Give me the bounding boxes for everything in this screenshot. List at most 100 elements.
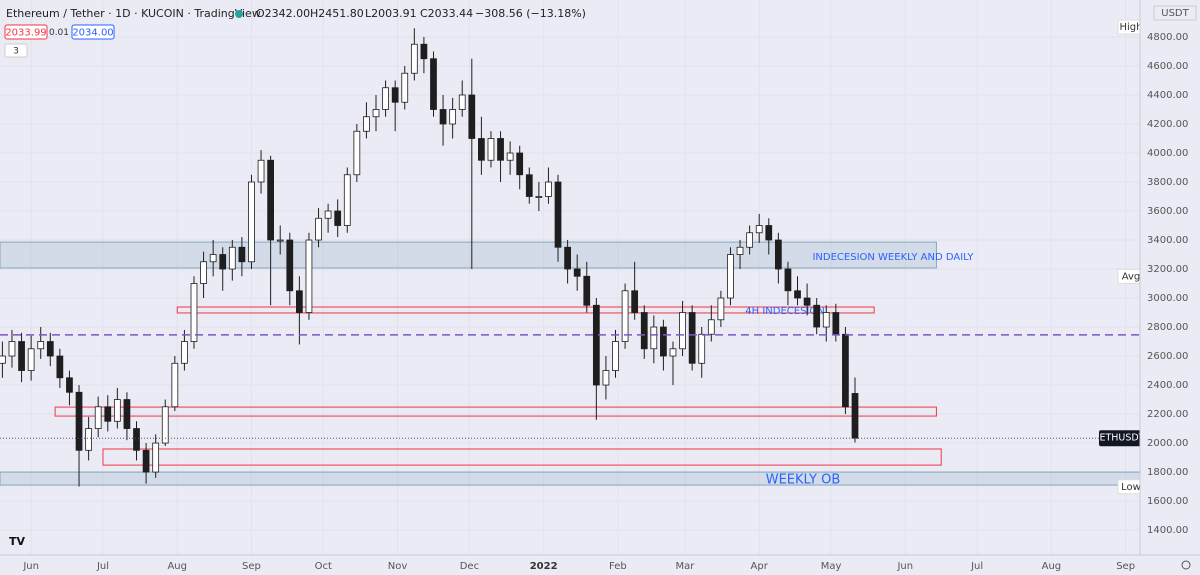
- candle-body: [343, 174, 351, 226]
- last-price-tag: ETHUSDT: [1099, 433, 1144, 444]
- candle-body: [506, 152, 514, 161]
- zone-label: WEEKLY OB: [766, 473, 841, 488]
- zone: [176, 306, 875, 314]
- plot-background: [0, 0, 1140, 555]
- candle-body: [842, 333, 849, 408]
- x-tick-label: Jul: [96, 561, 109, 572]
- candle-body: [669, 348, 677, 357]
- y-tick-label: 4000.00: [1147, 148, 1188, 159]
- bid-box[interactable]: [4, 24, 48, 40]
- y-tick-label: 3200.00: [1147, 264, 1188, 275]
- candle-body: [621, 290, 629, 342]
- candle-body: [631, 290, 639, 313]
- candle-body: [717, 297, 725, 321]
- x-tick-label: Feb: [609, 561, 627, 572]
- y-tick-label: 2000.00: [1147, 438, 1188, 449]
- candle-body: [46, 341, 54, 357]
- price-axis: [1140, 0, 1200, 575]
- candle-body: [813, 304, 821, 328]
- candle-body: [822, 312, 830, 328]
- candle-body: [286, 239, 294, 292]
- candle-body: [487, 138, 495, 161]
- candle-body: [382, 87, 389, 110]
- candle-body: [468, 94, 476, 139]
- candle-body: [276, 239, 284, 242]
- indicator-toggle[interactable]: [4, 43, 28, 58]
- candle-body: [736, 246, 744, 255]
- y-tick-label: 3600.00: [1147, 206, 1188, 217]
- candle-body: [94, 406, 102, 429]
- x-tick-label: Nov: [388, 561, 408, 572]
- y-tick-label: 4600.00: [1147, 61, 1188, 72]
- candle-body: [430, 58, 437, 110]
- candle-body: [267, 159, 274, 241]
- candle-body: [324, 210, 332, 219]
- candle-body: [200, 261, 207, 284]
- ohlc-change: −308.56 (−13.18%): [475, 7, 586, 20]
- x-tick-label: Aug: [1042, 561, 1062, 572]
- candle-body: [8, 341, 16, 357]
- candle-body: [142, 449, 150, 473]
- level-tag: Low: [1121, 482, 1141, 493]
- candle-body: [334, 210, 342, 226]
- candle-body: [315, 217, 322, 241]
- currency: USDT: [1161, 8, 1189, 19]
- candle-body: [612, 341, 619, 371]
- candle-body: [794, 290, 801, 299]
- candle-body: [564, 246, 571, 270]
- candle-body: [391, 87, 399, 103]
- candle-body: [27, 348, 35, 371]
- candle-body: [401, 72, 409, 103]
- candle-body: [554, 181, 562, 248]
- y-tick-label: 2200.00: [1147, 409, 1188, 420]
- candle-body: [353, 130, 361, 176]
- candle-body: [0, 355, 6, 364]
- candle-body: [583, 275, 591, 306]
- x-tick-label: Oct: [315, 561, 332, 572]
- y-tick-label: 3400.00: [1147, 235, 1188, 246]
- candle-body: [123, 399, 131, 429]
- candle-body: [257, 159, 265, 183]
- y-tick-label: 2600.00: [1147, 351, 1188, 362]
- bid-price: 2033.99: [5, 28, 46, 39]
- candle-body: [497, 138, 504, 161]
- x-tick-label: Jun: [896, 561, 913, 572]
- y-tick-label: 3000.00: [1147, 293, 1188, 304]
- y-tick-label: 2400.00: [1147, 380, 1188, 391]
- x-tick-label: Aug: [167, 561, 187, 572]
- candle-body: [18, 341, 25, 371]
- x-tick-label: Jul: [970, 561, 983, 572]
- svg-text:TV: TV: [9, 535, 26, 548]
- candle-body: [449, 109, 457, 125]
- zone-label: 4H INDECESION: [745, 306, 824, 317]
- currency-box[interactable]: [1153, 5, 1197, 21]
- y-tick-label: 1400.00: [1147, 525, 1188, 536]
- axis-labels: 1400.00 1600.00 1800.00 2000.00 2200.00 2400.…: [22, 32, 1188, 572]
- candle-body: [295, 290, 303, 313]
- zone: [0, 471, 1141, 486]
- candle-body: [171, 362, 179, 408]
- tradingview-logo: TV: [6, 532, 28, 552]
- x-tick-label: 2022: [530, 561, 558, 572]
- candle-body: [545, 181, 552, 197]
- y-tick-label: 2800.00: [1147, 322, 1188, 333]
- candle-body: [209, 254, 217, 263]
- candle-body: [133, 428, 140, 451]
- settings-icon[interactable]: [1181, 560, 1191, 570]
- x-tick-label: Apr: [751, 561, 769, 572]
- level-tag: High: [1120, 22, 1143, 33]
- symbol-title: Ethereum / Tether · 1D · KUCOIN · Tradin…: [6, 7, 261, 20]
- zone: [0, 241, 937, 269]
- candle-body: [458, 94, 466, 110]
- spread: 0.01: [49, 28, 69, 38]
- candle-body: [305, 239, 313, 313]
- candle-body: [602, 370, 610, 386]
- ask-box[interactable]: [71, 24, 115, 40]
- ohlc-low: L2003.91: [365, 7, 417, 20]
- candle-body: [727, 254, 734, 299]
- candle-body: [525, 174, 533, 197]
- candle-body: [832, 312, 840, 335]
- candle-body: [660, 326, 667, 357]
